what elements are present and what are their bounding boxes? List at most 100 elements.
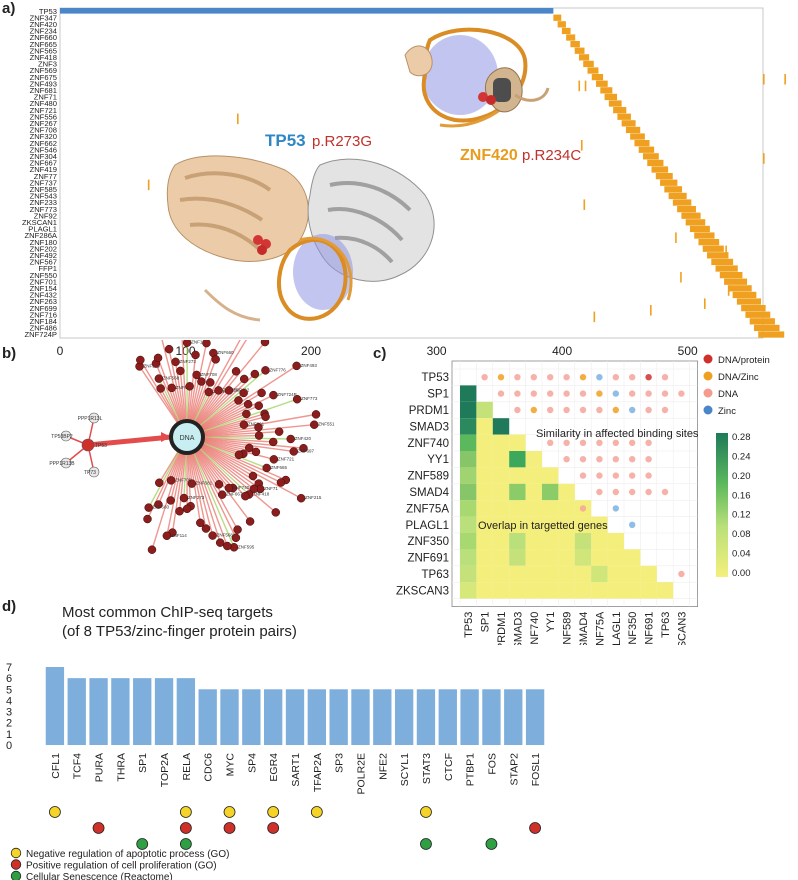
zf-mark bbox=[596, 80, 608, 87]
senescence-dot bbox=[179, 838, 192, 850]
bar-x-label: TOP2A bbox=[159, 753, 171, 787]
col-label-c: ZNF75A bbox=[594, 611, 606, 645]
apoptotic-dot bbox=[420, 806, 432, 818]
zinc-finger-node-label: ZNF660 bbox=[153, 505, 170, 510]
zf-mark bbox=[664, 186, 683, 193]
heatmap-cell bbox=[624, 582, 641, 599]
zf-mark bbox=[583, 60, 594, 68]
zf-mark bbox=[758, 331, 785, 338]
zinc-finger-node bbox=[197, 377, 206, 386]
bar-x-label: CTCF bbox=[443, 753, 455, 781]
zinc-finger-node bbox=[224, 386, 234, 395]
gene-label-a: ZNF708 bbox=[30, 126, 57, 135]
similarity-dot bbox=[579, 505, 587, 512]
zf-mark bbox=[694, 232, 715, 239]
gene-label-a: ZNF71 bbox=[34, 93, 57, 102]
zinc-finger-node bbox=[166, 496, 175, 505]
gene-label-a: ZNF263 bbox=[30, 297, 57, 306]
ppi-node bbox=[88, 466, 100, 478]
zinc-finger-node bbox=[136, 355, 145, 365]
col-label-c: PRDM1 bbox=[496, 612, 508, 645]
zinc-finger-node bbox=[154, 374, 164, 383]
gene-label-a: ZNF724P bbox=[25, 330, 58, 339]
zinc-finger-node bbox=[233, 525, 242, 534]
zinc-finger-node bbox=[162, 531, 172, 541]
zinc-finger-node bbox=[204, 387, 214, 397]
heatmap-cell bbox=[574, 565, 592, 583]
bar bbox=[504, 689, 523, 745]
zinc-finger-node bbox=[244, 443, 254, 453]
similarity-dot bbox=[579, 456, 587, 463]
heatmap-cell bbox=[476, 401, 493, 419]
zinc-finger-node bbox=[274, 427, 284, 436]
proliferation-dot bbox=[179, 822, 192, 834]
similarity-dot bbox=[563, 374, 570, 381]
zf-sparse-mark bbox=[237, 113, 239, 125]
panel-a-gene-labels: TP53ZNF347ZNF420ZNF234ZNF660ZNF665ZNF565… bbox=[22, 7, 58, 339]
zinc-finger-node bbox=[187, 479, 197, 488]
zf-sparse-mark bbox=[147, 179, 150, 191]
bar bbox=[45, 667, 65, 745]
zf-mark bbox=[711, 258, 734, 266]
annotation-binding-sites: Similarity in affected binding sites bbox=[536, 428, 699, 440]
senescence-dot bbox=[485, 838, 498, 850]
bar-x-label: SP4 bbox=[246, 753, 258, 773]
col-label-c: SP1 bbox=[480, 612, 492, 633]
similarity-dot bbox=[530, 390, 537, 397]
heatmap-cell bbox=[509, 467, 526, 484]
x-tick-label-a: 500 bbox=[678, 344, 698, 358]
heatmap-cell bbox=[525, 533, 542, 550]
bar bbox=[438, 689, 457, 745]
zinc-finger-node bbox=[239, 374, 249, 384]
heatmap-cell bbox=[509, 565, 526, 583]
bar-x-label: SP1 bbox=[137, 753, 149, 773]
similarity-dot bbox=[645, 406, 652, 414]
apoptotic-dot bbox=[267, 806, 280, 818]
tp53-mutation-label: p.R273G bbox=[312, 133, 372, 150]
gene-label-a: ZNF675 bbox=[30, 73, 57, 82]
heatmap-cell bbox=[624, 549, 641, 566]
heatmap-cell bbox=[591, 565, 608, 583]
similarity-dot bbox=[497, 390, 505, 397]
gene-label-a: ZNF737 bbox=[30, 178, 57, 187]
zinc-finger-node bbox=[182, 504, 192, 514]
bar bbox=[351, 689, 370, 745]
colorbar-tick: 0.16 bbox=[732, 490, 751, 501]
network-edge bbox=[186, 436, 235, 548]
network-edge bbox=[186, 436, 277, 513]
zinc-finger-node-label: ZNF681 bbox=[196, 481, 213, 486]
heatmap-cell bbox=[509, 500, 526, 517]
tp53-dna-edge bbox=[87, 434, 172, 448]
row-label-c: PLAGL1 bbox=[406, 520, 449, 532]
heatmap-dots bbox=[481, 374, 685, 578]
bar-x-label: SP3 bbox=[334, 753, 346, 773]
zf-sparse-mark bbox=[584, 80, 587, 92]
bars bbox=[45, 667, 545, 745]
gene-label-a: ZNF665 bbox=[30, 40, 57, 49]
heatmap-cell bbox=[492, 582, 510, 599]
bar bbox=[307, 689, 326, 745]
x-tick-label-a: 300 bbox=[427, 344, 447, 358]
heatmap-cell bbox=[460, 451, 477, 468]
heatmap-cell bbox=[509, 451, 526, 468]
zinc-finger-node bbox=[208, 531, 217, 540]
similarity-dot bbox=[629, 456, 636, 463]
gene-label-a: ZNF480 bbox=[30, 99, 57, 108]
legend-dot-c bbox=[703, 354, 713, 364]
gene-label-a: ZNF773 bbox=[30, 205, 57, 214]
col-label-c: SMAD4 bbox=[578, 612, 590, 645]
bar bbox=[89, 678, 108, 745]
panel-c-label: c) bbox=[373, 345, 387, 362]
heatmap-cell bbox=[460, 516, 477, 533]
zf-sparse-mark bbox=[784, 74, 786, 85]
zinc-finger-node bbox=[176, 366, 185, 376]
heatmap-cell bbox=[460, 500, 477, 517]
heatmap-cell bbox=[558, 549, 575, 566]
zinc-finger-node-label: ZNF418 bbox=[253, 492, 270, 497]
gene-label-a: ZNF304 bbox=[30, 152, 57, 161]
heatmap-row-labels: TP53 SP1 PRDM1 SMAD3 ZNF740 YY1 ZNF589 SMAD4 ZNF… bbox=[396, 372, 450, 597]
network-edge bbox=[186, 436, 228, 547]
similarity-dot bbox=[678, 570, 685, 578]
network-edge bbox=[161, 340, 188, 438]
bar-x-label: CDC6 bbox=[203, 753, 215, 782]
